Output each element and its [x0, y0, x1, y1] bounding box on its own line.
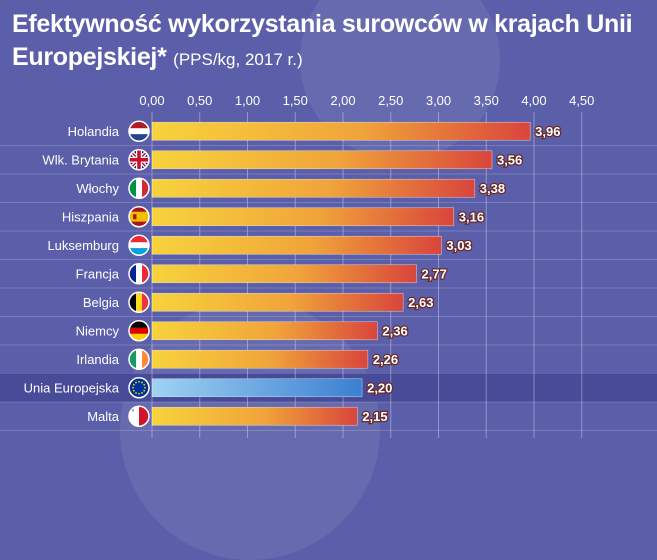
bar: [151, 207, 455, 227]
x-tick-label: 2,00: [330, 93, 355, 108]
bar: [151, 349, 369, 369]
chart-subtitle: (PPS/kg, 2017 r.): [173, 50, 303, 69]
category-label: Włochy: [76, 181, 119, 196]
value-label: 3,96: [535, 124, 560, 139]
x-tick-label: 3,00: [426, 93, 451, 108]
x-tick-label: 4,50: [569, 93, 594, 108]
category-label: Hiszpania: [62, 209, 120, 224]
bar: [151, 406, 358, 426]
value-label: 2,77: [422, 266, 447, 281]
flag-netherlands-icon: [128, 120, 150, 142]
category-label: Holandia: [68, 124, 120, 139]
bar: [151, 264, 417, 284]
value-label: 2,15: [362, 409, 387, 424]
value-label: 2,36: [382, 323, 407, 338]
category-label: Unia Europejska: [24, 380, 120, 395]
category-label: Luksemburg: [47, 238, 119, 253]
flag-malta-icon: [128, 405, 150, 427]
value-label: 2,26: [373, 352, 398, 367]
x-tick-label: 1,50: [283, 93, 308, 108]
bar: [151, 178, 476, 198]
bar: [151, 235, 442, 255]
flag-italy-icon: [128, 177, 150, 199]
bar: [151, 378, 363, 398]
category-label: Francja: [76, 266, 120, 281]
x-tick-label: 3,50: [474, 93, 499, 108]
x-tick-label: 2,50: [378, 93, 403, 108]
value-label: 2,20: [367, 380, 392, 395]
x-tick-label: 4,00: [521, 93, 546, 108]
flag-ireland-icon: [128, 348, 150, 370]
bar: [151, 321, 378, 341]
chart-title-main: Efektywność wykorzystania surowców w kra…: [12, 10, 633, 71]
value-label: 3,56: [497, 152, 522, 167]
value-label: 2,63: [408, 295, 433, 310]
value-label: 3,16: [459, 209, 484, 224]
value-label: 3,38: [480, 181, 505, 196]
value-label: 3,03: [446, 238, 471, 253]
category-label: Malta: [87, 409, 120, 424]
flag-belgium-icon: [128, 291, 150, 313]
category-label: Wlk. Brytania: [42, 152, 119, 167]
category-label: Belgia: [83, 295, 120, 310]
x-tick-label: 0,50: [187, 93, 212, 108]
flag-spain-icon: [128, 206, 150, 228]
bar-chart: 0,00 0,50 1,00 1,50 2,00 2,50 3,00 3,50 4,00 4,50…: [0, 93, 657, 438]
bar: [151, 150, 493, 170]
bar: [151, 292, 404, 312]
x-tick-label: 0,00: [139, 93, 164, 108]
bar: [151, 121, 531, 141]
flag-luxembourg-icon: [128, 234, 150, 256]
category-label: Irlandia: [76, 352, 119, 367]
flag-european-union-icon: [128, 377, 150, 399]
flag-germany-icon: [128, 320, 150, 342]
chart-title: Efektywność wykorzystania surowców w kra…: [12, 8, 652, 76]
x-tick-label: 1,00: [235, 93, 260, 108]
flag-united-kingdom-icon: [128, 149, 150, 171]
category-label: Niemcy: [76, 323, 120, 338]
flag-france-icon: [128, 263, 150, 285]
